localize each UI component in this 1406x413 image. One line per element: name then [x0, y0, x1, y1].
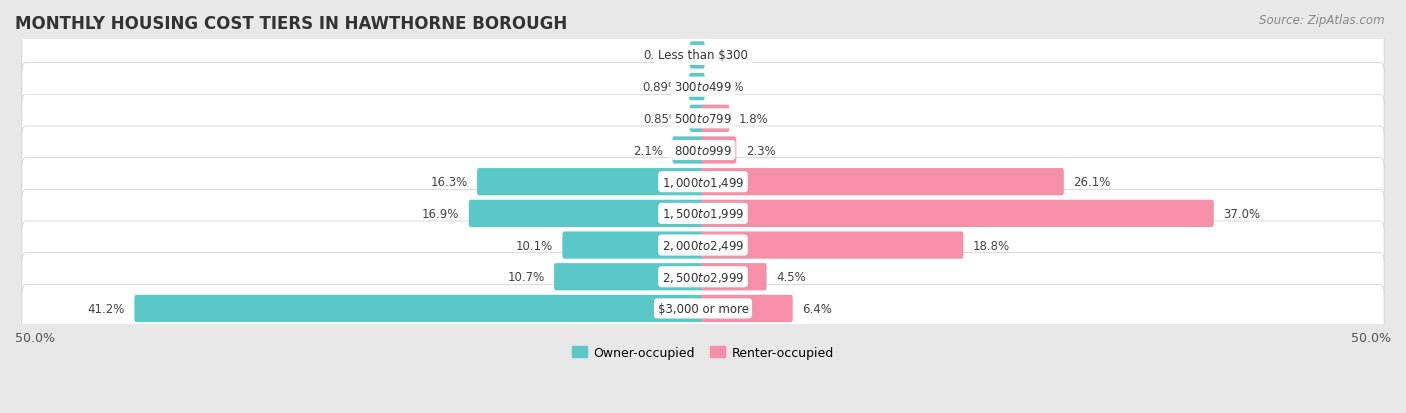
- FancyBboxPatch shape: [672, 137, 704, 164]
- Text: 0.85%: 0.85%: [644, 113, 681, 126]
- FancyBboxPatch shape: [690, 105, 704, 133]
- Text: 50.0%: 50.0%: [15, 332, 55, 344]
- Text: $300 to $499: $300 to $499: [673, 81, 733, 94]
- FancyBboxPatch shape: [554, 263, 704, 291]
- FancyBboxPatch shape: [690, 42, 704, 69]
- Text: $1,000 to $1,499: $1,000 to $1,499: [662, 175, 744, 189]
- FancyBboxPatch shape: [135, 295, 704, 322]
- Text: $800 to $999: $800 to $999: [673, 144, 733, 157]
- Text: Source: ZipAtlas.com: Source: ZipAtlas.com: [1260, 14, 1385, 27]
- FancyBboxPatch shape: [689, 74, 704, 101]
- Text: 10.1%: 10.1%: [516, 239, 553, 252]
- FancyBboxPatch shape: [22, 221, 1384, 270]
- Text: 26.1%: 26.1%: [1073, 176, 1111, 189]
- FancyBboxPatch shape: [477, 169, 704, 196]
- Text: 0.84%: 0.84%: [644, 49, 681, 62]
- Text: $1,500 to $1,999: $1,500 to $1,999: [662, 207, 744, 221]
- Text: 6.4%: 6.4%: [801, 302, 832, 315]
- FancyBboxPatch shape: [22, 95, 1384, 143]
- Text: 0.0%: 0.0%: [714, 81, 744, 94]
- FancyBboxPatch shape: [702, 263, 766, 291]
- Text: 4.5%: 4.5%: [776, 271, 806, 284]
- FancyBboxPatch shape: [22, 158, 1384, 206]
- Text: 16.9%: 16.9%: [422, 207, 460, 221]
- FancyBboxPatch shape: [702, 105, 730, 133]
- FancyBboxPatch shape: [22, 253, 1384, 301]
- Text: $3,000 or more: $3,000 or more: [658, 302, 748, 315]
- FancyBboxPatch shape: [468, 200, 704, 228]
- FancyBboxPatch shape: [702, 137, 737, 164]
- Text: 16.3%: 16.3%: [430, 176, 468, 189]
- FancyBboxPatch shape: [22, 127, 1384, 175]
- Text: $500 to $799: $500 to $799: [673, 113, 733, 126]
- FancyBboxPatch shape: [22, 285, 1384, 333]
- FancyBboxPatch shape: [22, 64, 1384, 112]
- Text: 37.0%: 37.0%: [1223, 207, 1260, 221]
- FancyBboxPatch shape: [22, 190, 1384, 238]
- Text: $2,000 to $2,499: $2,000 to $2,499: [662, 238, 744, 252]
- FancyBboxPatch shape: [22, 32, 1384, 80]
- FancyBboxPatch shape: [562, 232, 704, 259]
- Text: 2.1%: 2.1%: [633, 144, 664, 157]
- Text: MONTHLY HOUSING COST TIERS IN HAWTHORNE BOROUGH: MONTHLY HOUSING COST TIERS IN HAWTHORNE …: [15, 15, 567, 33]
- Text: 18.8%: 18.8%: [973, 239, 1010, 252]
- FancyBboxPatch shape: [702, 200, 1213, 228]
- Text: 0.0%: 0.0%: [714, 49, 744, 62]
- Legend: Owner-occupied, Renter-occupied: Owner-occupied, Renter-occupied: [568, 341, 838, 364]
- FancyBboxPatch shape: [702, 295, 793, 322]
- FancyBboxPatch shape: [702, 232, 963, 259]
- Text: 0.89%: 0.89%: [643, 81, 679, 94]
- Text: 41.2%: 41.2%: [87, 302, 125, 315]
- Text: 50.0%: 50.0%: [1351, 332, 1391, 344]
- Text: $2,500 to $2,999: $2,500 to $2,999: [662, 270, 744, 284]
- Text: 2.3%: 2.3%: [745, 144, 775, 157]
- Text: 10.7%: 10.7%: [508, 271, 544, 284]
- FancyBboxPatch shape: [702, 169, 1064, 196]
- Text: Less than $300: Less than $300: [658, 49, 748, 62]
- Text: 1.8%: 1.8%: [738, 113, 769, 126]
